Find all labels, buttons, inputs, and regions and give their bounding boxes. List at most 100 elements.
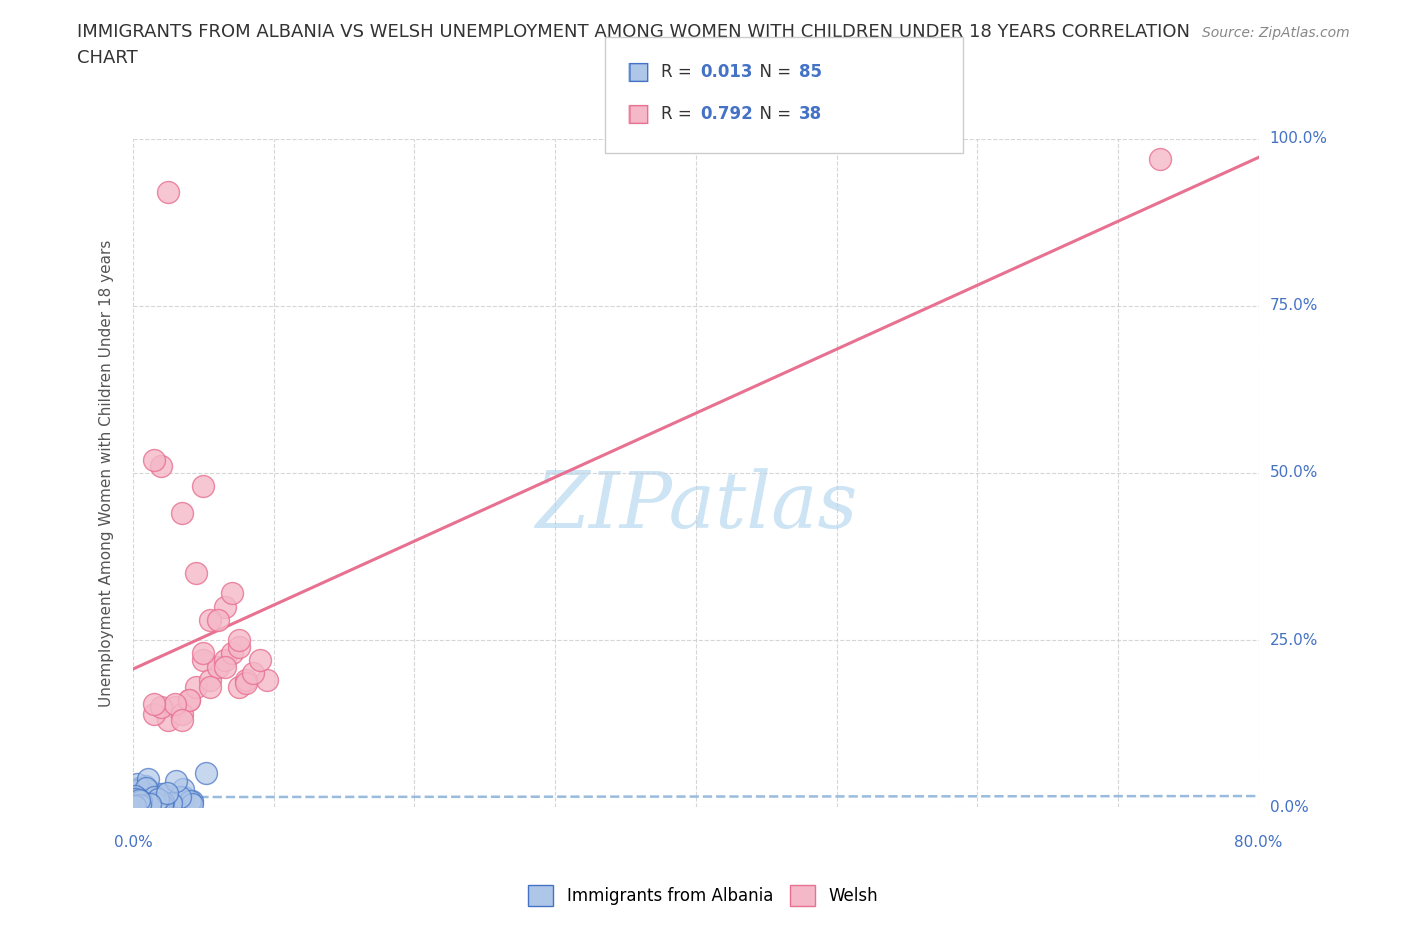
Point [128, 797, 150, 812]
Point [138, 771, 160, 786]
Legend: Immigrants from Albania, Welsh: Immigrants from Albania, Welsh [522, 879, 884, 912]
Point [129, 793, 152, 808]
Text: N =: N = [749, 62, 797, 81]
Point [186, 565, 208, 580]
Point [135, 796, 157, 811]
Text: 100.0%: 100.0% [1270, 131, 1327, 146]
Text: ■: ■ [626, 60, 650, 84]
Text: ZIPatlas: ZIPatlas [534, 468, 858, 544]
Point [125, 799, 148, 814]
Point [142, 799, 165, 814]
Point [127, 799, 149, 814]
Point [165, 774, 187, 789]
Point [150, 798, 173, 813]
Point [172, 706, 194, 721]
Point [143, 696, 166, 711]
Point [228, 632, 250, 647]
Text: R =: R = [661, 105, 697, 124]
Point [193, 479, 215, 494]
Point [132, 798, 155, 813]
Point [149, 799, 172, 814]
Point [124, 799, 146, 814]
Point [124, 798, 146, 813]
Text: □: □ [627, 60, 651, 84]
Point [124, 798, 146, 813]
Point [207, 613, 229, 628]
Text: 0.013: 0.013 [700, 62, 752, 81]
Point [152, 795, 174, 810]
Point [125, 790, 148, 805]
Point [132, 799, 155, 814]
Point [242, 666, 264, 681]
Point [181, 793, 204, 808]
Point [179, 693, 201, 708]
Text: N =: N = [749, 105, 797, 124]
Point [200, 680, 222, 695]
Text: 25.0%: 25.0% [1270, 632, 1317, 647]
Point [214, 599, 236, 614]
Point [124, 789, 146, 804]
Point [134, 786, 156, 801]
Point [125, 777, 148, 791]
Point [221, 586, 243, 601]
Point [127, 792, 149, 807]
Point [124, 794, 146, 809]
Point [138, 797, 160, 812]
Point [128, 789, 150, 804]
Point [228, 639, 250, 654]
Text: 85: 85 [799, 62, 821, 81]
Point [125, 794, 148, 809]
Point [124, 795, 146, 810]
Point [124, 799, 146, 814]
Point [124, 790, 146, 804]
Point [124, 797, 146, 812]
Point [138, 782, 160, 797]
Point [173, 790, 195, 804]
Point [157, 185, 180, 200]
Text: 75.0%: 75.0% [1270, 299, 1317, 313]
Point [143, 796, 166, 811]
Text: 80.0%: 80.0% [1234, 835, 1282, 850]
Point [129, 796, 152, 811]
Point [129, 798, 152, 813]
Point [152, 794, 174, 809]
Point [124, 794, 146, 809]
Point [138, 793, 160, 808]
Point [125, 787, 148, 802]
Point [136, 787, 159, 802]
Point [165, 699, 187, 714]
Point [124, 784, 146, 799]
Point [148, 794, 170, 809]
Point [172, 506, 194, 521]
Point [128, 780, 150, 795]
Text: IMMIGRANTS FROM ALBANIA VS WELSH UNEMPLOYMENT AMONG WOMEN WITH CHILDREN UNDER 18: IMMIGRANTS FROM ALBANIA VS WELSH UNEMPLO… [77, 23, 1191, 41]
Point [131, 794, 153, 809]
Point [150, 458, 173, 473]
Point [249, 653, 271, 668]
Text: 0.792: 0.792 [700, 105, 754, 124]
Point [134, 799, 156, 814]
Point [129, 799, 152, 814]
Point [165, 696, 187, 711]
Y-axis label: Unemployment Among Women with Children Under 18 years: Unemployment Among Women with Children U… [100, 239, 114, 707]
Point [200, 672, 222, 687]
Point [157, 712, 180, 727]
Point [131, 799, 153, 814]
Point [124, 795, 146, 810]
Point [179, 793, 201, 808]
Point [138, 783, 160, 798]
Text: Source: ZipAtlas.com: Source: ZipAtlas.com [1202, 26, 1350, 40]
Point [228, 680, 250, 695]
Point [128, 798, 150, 813]
Point [125, 794, 148, 809]
Point [148, 797, 170, 812]
Point [207, 659, 229, 674]
Point [125, 799, 148, 814]
Point [128, 798, 150, 813]
Text: 50.0%: 50.0% [1270, 465, 1317, 481]
Point [256, 672, 278, 687]
Point [160, 796, 183, 811]
Point [200, 613, 222, 628]
Point [125, 799, 148, 814]
Point [235, 672, 257, 687]
